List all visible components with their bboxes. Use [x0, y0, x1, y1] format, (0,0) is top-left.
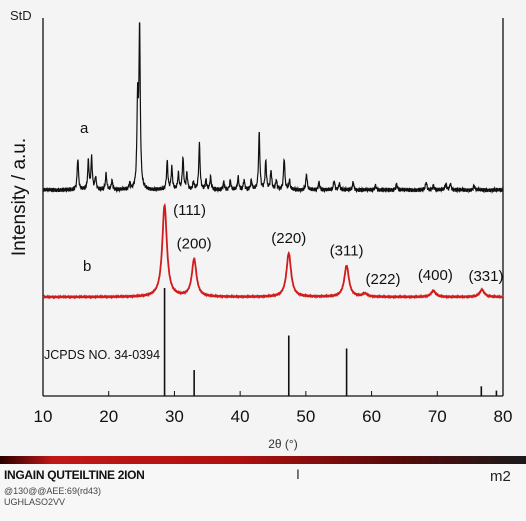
- x-tick-label: 60: [362, 407, 381, 426]
- series-a-label: a: [80, 120, 89, 137]
- y-axis-title: Intensity / a.u.: [9, 138, 30, 256]
- x-tick-label: 20: [99, 407, 118, 426]
- peak-label: (220): [271, 230, 306, 247]
- footer-right-label: m2: [490, 468, 511, 485]
- peak-label: (331): [468, 268, 503, 285]
- x-tick-label: 40: [231, 407, 250, 426]
- footer-mark: I: [296, 466, 300, 482]
- peak-label: (222): [365, 271, 400, 288]
- reference-label: JCPDS NO. 34-0394: [44, 348, 160, 362]
- footer-title: INGAIN QUTEILTINE 2ION: [4, 468, 145, 482]
- peak-label: (400): [418, 267, 453, 284]
- footer-color-band: [0, 456, 526, 464]
- x-tick-label: 30: [165, 407, 184, 426]
- peak-label: (311): [330, 243, 364, 260]
- peak-label: (111): [173, 202, 206, 219]
- footer-subtitle-2: UGHLASO2VV: [4, 497, 66, 507]
- footer-bar: INGAIN QUTEILTINE 2ION @130@@AEE:69(rd43…: [0, 464, 526, 521]
- x-tick-label: 50: [296, 407, 315, 426]
- peak-label: (200): [177, 236, 212, 253]
- x-tick-label: 70: [428, 407, 447, 426]
- series-b-line: [42, 202, 504, 300]
- x-axis-title: 2θ (°): [268, 437, 297, 451]
- xrd-chart: 10 20 30 40 50 60 70 80 2θ (°) Intensity / a.u. a b…: [9, 18, 513, 451]
- series-b-label: b: [83, 258, 91, 275]
- footer-subtitle-1: @130@@AEE:69(rd43): [4, 486, 101, 496]
- x-tick-label: 80: [494, 407, 513, 426]
- series-a-line: [42, 22, 504, 195]
- corner-label: StD: [10, 8, 32, 23]
- x-tick-label: 10: [34, 407, 53, 426]
